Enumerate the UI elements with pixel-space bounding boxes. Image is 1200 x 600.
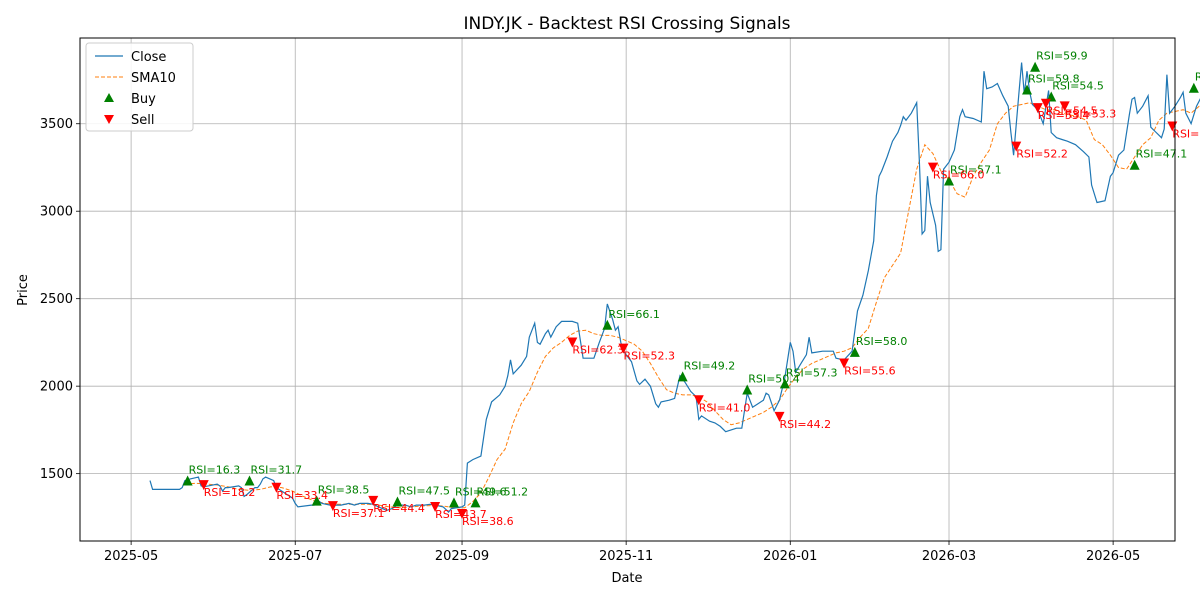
y-tick-label-4: 3500 xyxy=(40,117,73,132)
buy-marker-15 xyxy=(1129,159,1140,170)
legend: Close SMA10 Buy Sell xyxy=(85,42,194,132)
sell-label-16: RSI=51.7 xyxy=(1172,127,1200,140)
buy-marker-5 xyxy=(470,497,481,508)
x-tick-label-4: 2026-01 xyxy=(763,549,817,564)
sell-marker-7 xyxy=(618,343,629,354)
close-line xyxy=(149,62,1200,513)
buy-label-10: RSI=58.0 xyxy=(856,335,908,348)
sell-marker-15 xyxy=(1059,101,1070,112)
x-tick-label-5: 2026-03 xyxy=(922,549,976,564)
y-tick-label-1: 2000 xyxy=(40,380,73,395)
buy-marker-11 xyxy=(944,175,955,186)
y-axis-title: Price xyxy=(16,274,31,306)
buy-marker-1 xyxy=(244,475,255,486)
legend-box xyxy=(85,42,194,132)
tick-layer: 2025-05 2025-07 2025-09 2025-11 2026-01 2026-… xyxy=(40,117,1140,564)
legend-buy-label: Buy xyxy=(131,92,156,107)
sell-label-0: RSI=18.2 xyxy=(204,486,256,499)
x-axis-title: Date xyxy=(611,571,642,586)
sell-label-12: RSI=52.2 xyxy=(1016,148,1068,161)
sell-marker-13 xyxy=(1032,103,1043,114)
sell-label-3: RSI=44.4 xyxy=(373,502,425,515)
sell-label-1: RSI=33.4 xyxy=(276,489,328,502)
legend-sell-label: Sell xyxy=(131,113,154,128)
legend-close-label: Close xyxy=(131,50,166,65)
sell-marker-11 xyxy=(927,162,938,173)
buy-label-8: RSI=50.4 xyxy=(748,373,800,386)
sell-marker-1 xyxy=(271,482,282,493)
sell-marker-10 xyxy=(839,358,850,369)
x-tick-label-6: 2026-05 xyxy=(1086,549,1140,564)
buy-label-6: RSI=66.1 xyxy=(608,308,660,321)
sell-marker-2 xyxy=(327,501,338,512)
sell-label-10: RSI=55.6 xyxy=(844,365,896,378)
sell-label-13: RSI=53.4 xyxy=(1038,109,1090,122)
y-tick-label-0: 1500 xyxy=(40,467,73,482)
buy-label-15: RSI=47.1 xyxy=(1136,148,1188,161)
grid xyxy=(80,38,1175,541)
buy-label-3: RSI=47.5 xyxy=(398,485,450,498)
sell-label-8: RSI=41.0 xyxy=(699,401,751,414)
y-tick-label-3: 3000 xyxy=(40,205,73,220)
sell-marker-4 xyxy=(430,502,441,513)
sell-label-9: RSI=44.2 xyxy=(780,418,832,431)
buy-marker-2 xyxy=(311,495,322,506)
sell-marker-6 xyxy=(567,337,578,348)
buy-marker-9 xyxy=(779,378,790,389)
y-tick-label-2: 2500 xyxy=(40,292,73,307)
buy-label-16: RSI=59.0 xyxy=(1195,71,1200,84)
buy-label-11: RSI=57.1 xyxy=(950,163,1002,176)
buy-label-1: RSI=31.7 xyxy=(250,464,302,477)
plot-frame xyxy=(79,37,1176,542)
buy-marker-4 xyxy=(448,497,459,508)
x-tick-label-3: 2025-11 xyxy=(599,549,653,564)
buy-marker-6 xyxy=(602,319,613,330)
buy-marker-3 xyxy=(392,496,403,507)
x-tick-label-2: 2025-09 xyxy=(435,549,489,564)
sma-layer xyxy=(184,102,1200,509)
buy-label-7: RSI=49.2 xyxy=(684,359,736,372)
sell-label-6: RSI=62.3 xyxy=(572,344,624,357)
sell-marker-8 xyxy=(693,395,704,406)
buy-marker-0 xyxy=(182,475,193,486)
sell-marker-0 xyxy=(198,480,209,491)
buy-marker-12 xyxy=(1022,84,1033,95)
sell-label-7: RSI=52.3 xyxy=(623,350,675,363)
buy-label-4: RSI=49.6 xyxy=(455,485,507,498)
sell-label-11: RSI=66.0 xyxy=(933,169,985,182)
buy-label-2: RSI=38.5 xyxy=(318,484,370,497)
sell-marker-14 xyxy=(1040,98,1051,109)
legend-sma-label: SMA10 xyxy=(131,71,176,86)
sell-label-2: RSI=37.1 xyxy=(333,507,385,520)
buy-marker-13 xyxy=(1030,61,1041,72)
x-tick-label-0: 2025-05 xyxy=(104,549,158,564)
buy-label-0: RSI=16.3 xyxy=(189,464,241,477)
sell-label-15: RSI=53.3 xyxy=(1065,107,1117,120)
buy-label-9: RSI=57.3 xyxy=(786,366,838,379)
buy-marker-7 xyxy=(677,371,688,382)
chart-title: INDY.JK - Backtest RSI Crossing Signals xyxy=(463,14,790,34)
buy-label-12: RSI=59.8 xyxy=(1028,72,1080,85)
legend-sell-marker xyxy=(104,115,114,124)
buy-label-13: RSI=59.9 xyxy=(1036,50,1088,63)
buy-marker-8 xyxy=(742,384,753,395)
buy-marker-16 xyxy=(1188,82,1199,93)
close-layer xyxy=(149,62,1200,513)
sell-label-5: RSI=38.6 xyxy=(462,515,514,528)
buy-label-5: RSI=51.2 xyxy=(476,485,528,498)
buy-marker-10 xyxy=(849,346,860,357)
x-tick-label-1: 2025-07 xyxy=(268,549,322,564)
sell-label-4: RSI=43.7 xyxy=(435,508,487,521)
sell-marker-9 xyxy=(774,411,785,422)
sell-marker-12 xyxy=(1011,141,1022,152)
annotation-layer: RSI=16.3 RSI=31.7 RSI=38.5 RSI=47.5 RSI=49.6… xyxy=(189,50,1200,528)
sell-marker-3 xyxy=(368,495,379,506)
sell-marker-5 xyxy=(457,509,468,520)
legend-buy-marker xyxy=(104,93,114,102)
buy-label-14: RSI=54.5 xyxy=(1052,79,1104,92)
sell-label-14: RSI=54.5 xyxy=(1046,105,1098,118)
sma10-line xyxy=(184,102,1200,509)
